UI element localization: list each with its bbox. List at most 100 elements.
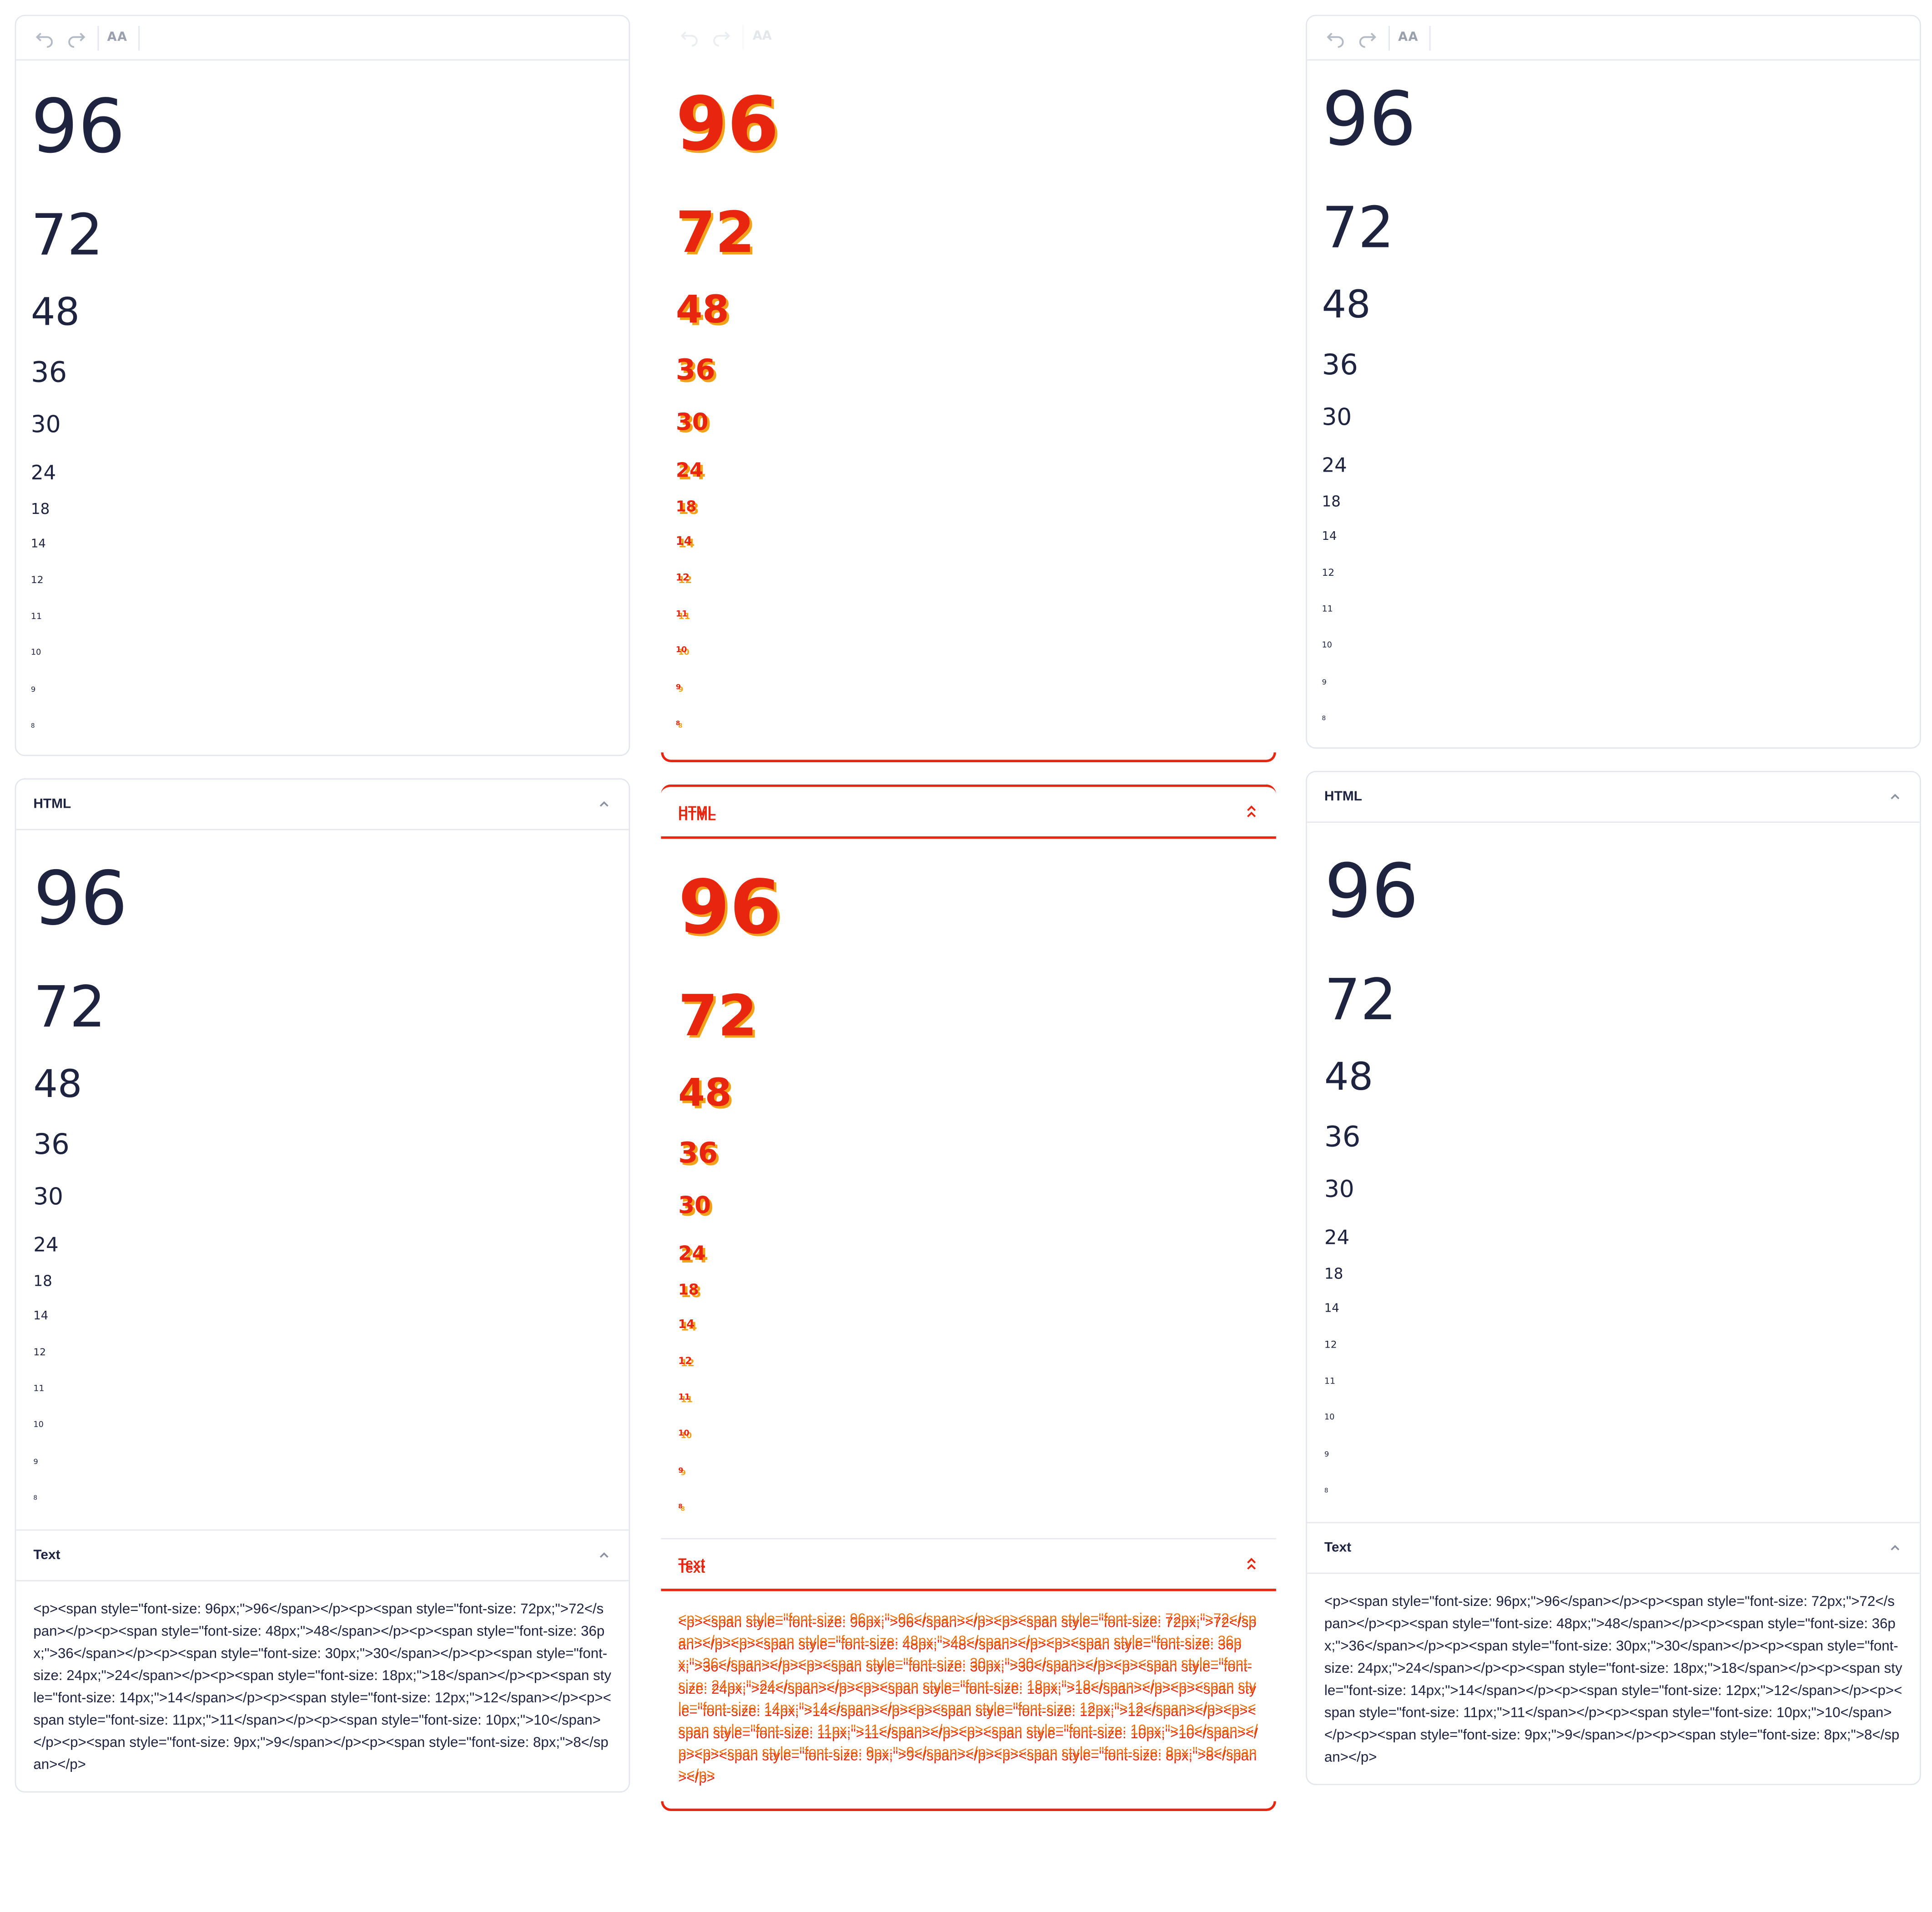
preview-line-11: 11 [33, 1384, 45, 1394]
toolbar-divider [97, 25, 99, 50]
right-panel: AA 96 72 48 36 30 24 18 14 12 11 10 9 8 [1306, 15, 1921, 1786]
preview-line-10: 10 [33, 1419, 44, 1429]
editor-content[interactable]: 96 72 48 36 30 24 18 14 12 11 10 9 8 [16, 60, 629, 755]
preview-line-12: 12 [1324, 1339, 1337, 1350]
preview-line-72: 72 [33, 973, 106, 1041]
diff-text-title: Text [678, 1556, 705, 1572]
preview-line-30: 30 [33, 1183, 64, 1211]
preview-line-8: 8 [1324, 1487, 1328, 1495]
editor-line-36: 36 [1322, 349, 1358, 382]
diff-editor-content: 96 72 48 36 30 24 18 14 12 11 10 9 8 [661, 58, 1276, 753]
editor-line-11: 11 [1322, 604, 1333, 614]
undo-button[interactable] [673, 22, 705, 51]
diff-html-preview: 96 72 48 36 30 24 18 14 12 11 10 9 8 [661, 839, 1276, 1538]
diff-panel: AA 96 72 48 36 30 24 18 14 12 11 10 9 8 [661, 15, 1276, 1811]
text-section-header[interactable]: Text [16, 1529, 629, 1581]
font-size-icon: AA [107, 30, 128, 45]
diff-html-title: HTML [678, 804, 716, 819]
preview-line-30: 30 [1324, 1176, 1354, 1203]
editor-line-11: 11 [30, 611, 42, 622]
text-output: <p><span style="font-size: 96px;">96</sp… [33, 1602, 612, 1773]
chevron-up-icon[interactable] [1888, 1540, 1903, 1555]
diff-preview-line-8: 8 [678, 1503, 683, 1511]
font-size-icon: AA [1398, 30, 1419, 45]
redo-icon [1359, 32, 1376, 47]
preview-line-24: 24 [1324, 1225, 1350, 1249]
redo-button[interactable] [705, 22, 738, 51]
editor-line-12: 12 [1322, 567, 1335, 579]
html-section: HTML 96 72 48 36 30 24 18 14 12 11 10 9 … [1306, 770, 1921, 1786]
redo-button[interactable] [60, 23, 93, 52]
html-preview: 96 72 48 36 30 24 18 14 12 11 10 9 8 [16, 830, 629, 1529]
undo-button[interactable] [1319, 23, 1352, 52]
diff-text-header[interactable]: Text [661, 1538, 1276, 1591]
editor-line-8: 8 [1322, 715, 1326, 723]
diff-preview-line-11: 11 [678, 1392, 690, 1403]
diff-html-section: HTML 96 72 48 36 30 24 18 14 12 11 10 9 … [661, 784, 1276, 1811]
font-size-button[interactable]: AA [101, 23, 134, 52]
diff-preview-line-36: 36 [678, 1137, 718, 1170]
left-panel: AA 96 72 48 36 30 24 18 14 12 11 10 9 8 [15, 15, 630, 1793]
toolbar-divider [742, 24, 744, 49]
editor: AA 96 72 48 36 30 24 18 14 12 11 10 9 8 [1306, 15, 1921, 749]
chevron-up-icon[interactable] [1244, 803, 1259, 820]
diff-preview-line-30: 30 [678, 1192, 711, 1219]
editor-line-72: 72 [1322, 194, 1394, 261]
editor-line-14: 14 [1322, 530, 1337, 544]
editor-line-36: 36 [30, 357, 67, 389]
diff-line-48: 48 [675, 287, 729, 332]
undo-icon [1327, 32, 1344, 47]
html-section-header[interactable]: HTML [1307, 772, 1920, 823]
diff-preview-line-9: 9 [678, 1466, 684, 1475]
editor-line-10: 10 [30, 647, 41, 658]
chevron-up-icon[interactable] [1244, 1555, 1259, 1573]
html-section-title: HTML [1324, 789, 1362, 805]
diff-line-36: 36 [675, 354, 715, 387]
preview-line-36: 36 [33, 1129, 70, 1162]
font-size-button[interactable]: AA [746, 22, 779, 51]
editor-line-24: 24 [1322, 453, 1347, 477]
html-section-header[interactable]: HTML [16, 780, 629, 830]
diff-preview-line-72: 72 [678, 982, 758, 1049]
diff-line-96: 96 [675, 81, 779, 168]
chevron-up-icon[interactable] [597, 1548, 612, 1563]
diff-preview-line-18: 18 [678, 1281, 699, 1298]
chevron-up-icon[interactable] [597, 797, 612, 812]
redo-icon [68, 32, 86, 47]
editor-line-12: 12 [30, 574, 44, 586]
toolbar-divider [138, 25, 140, 50]
preview-line-72: 72 [1324, 966, 1397, 1033]
preview-line-12: 12 [33, 1346, 46, 1358]
html-preview: 96 72 48 36 30 24 18 14 12 11 10 9 8 [1307, 823, 1920, 1522]
editor: AA 96 72 48 36 30 24 18 14 12 11 10 9 8 [15, 15, 630, 756]
preview-line-18: 18 [1324, 1265, 1343, 1283]
undo-icon [680, 30, 698, 46]
diff-line-30: 30 [675, 409, 709, 436]
diff-html-header[interactable]: HTML [661, 787, 1276, 839]
font-size-button[interactable]: AA [1392, 23, 1424, 52]
editor-line-96: 96 [30, 84, 126, 171]
preview-line-9: 9 [1324, 1450, 1329, 1459]
preview-line-18: 18 [33, 1272, 52, 1290]
editor-line-18: 18 [30, 500, 50, 518]
editor-line-24: 24 [30, 461, 56, 484]
diff-divider [661, 752, 1276, 762]
text-section-header[interactable]: Text [1307, 1522, 1920, 1574]
preview-line-96: 96 [33, 856, 128, 943]
editor-line-30: 30 [1322, 404, 1352, 431]
html-section-title: HTML [33, 797, 71, 812]
chevron-up-icon[interactable] [1888, 790, 1903, 805]
editor-toolbar: AA [16, 16, 629, 61]
font-size-icon: AA [752, 30, 772, 44]
editor-content[interactable]: 96 72 48 36 30 24 18 14 12 11 10 9 8 [1307, 60, 1920, 747]
preview-line-96: 96 [1324, 849, 1419, 936]
toolbar-divider [1389, 25, 1390, 50]
undo-button[interactable] [28, 23, 60, 52]
editor-toolbar: AA [1307, 16, 1920, 61]
editor-line-9: 9 [30, 685, 36, 694]
redo-button[interactable] [1352, 23, 1384, 52]
diff-line-11: 11 [675, 609, 688, 619]
editor-line-30: 30 [30, 411, 61, 439]
preview-line-8: 8 [33, 1494, 37, 1503]
diff-preview-line-96: 96 [678, 865, 782, 951]
